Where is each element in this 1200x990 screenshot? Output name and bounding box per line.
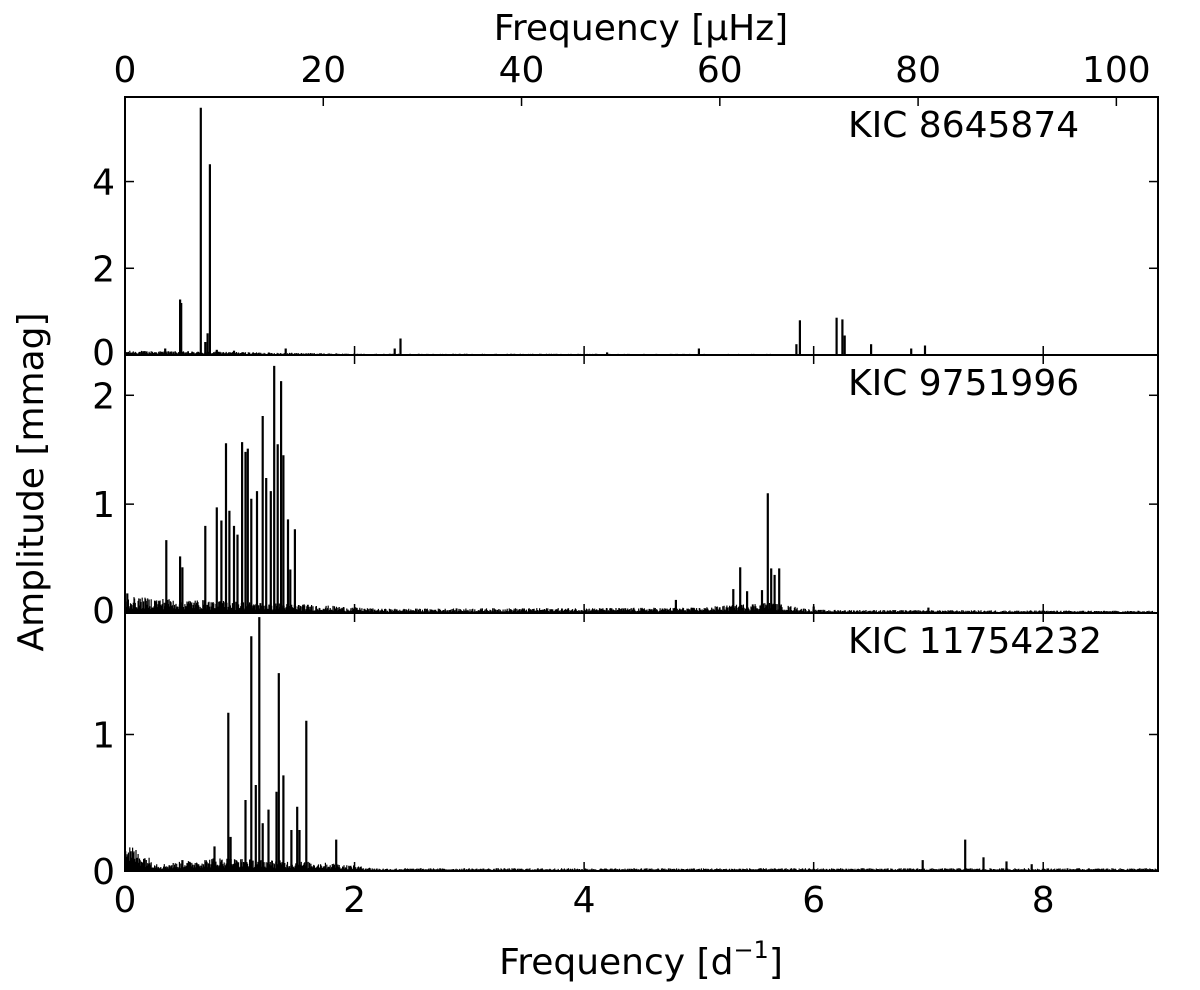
y-tick-label: 1 [92,485,115,526]
x-tick-label: 4 [573,880,596,921]
top-axis-tick-label: 60 [697,50,743,91]
top-axis-tick-label: 100 [1082,50,1151,91]
panel-1: KIC 8645874 0 2 4 [92,105,1158,374]
top-axis-title: Frequency [μHz] [494,8,788,49]
top-axis-tick-label: 80 [895,50,941,91]
top-axis-tick-label: 20 [300,50,346,91]
y-axis-title: Amplitude [mmag] [11,312,52,651]
panel-label: KIC 8645874 [848,105,1079,146]
bottom-axis-title: Frequency [d−1] [499,936,783,983]
y-tick-label: 1 [92,715,115,756]
y-tick-label: 0 [92,852,115,893]
y-tick-label: 0 [92,333,115,374]
bottom-axis-title-sup: −1 [733,936,768,964]
series-baseline-noise [124,597,1158,613]
axes-frame-group: 0 2 4 6 80 20 40 60 80 100 [114,50,1159,921]
top-axis-tick-label: 0 [114,50,137,91]
panel-2: KIC 9751996 0 1 2 [92,363,1158,632]
y-tick-label: 4 [92,163,115,204]
y-tick-label: 2 [92,376,115,417]
x-tick-label: 6 [802,880,825,921]
x-tick-label: 2 [343,880,366,921]
panel-label: KIC 11754232 [848,621,1102,662]
x-tick-label: 0 [114,880,137,921]
bottom-axis-title-suffix: ] [769,942,783,983]
x-tick-label: 8 [1032,880,1055,921]
y-tick-label: 2 [92,249,115,290]
top-axis-tick-label: 40 [499,50,545,91]
bottom-axis-title-prefix: Frequency [d [499,942,733,983]
panel-3: KIC 11754232 0 1 [92,617,1158,893]
y-tick-label: 0 [92,591,115,632]
panel-label: KIC 9751996 [848,363,1079,404]
panel-frame [124,612,1159,872]
